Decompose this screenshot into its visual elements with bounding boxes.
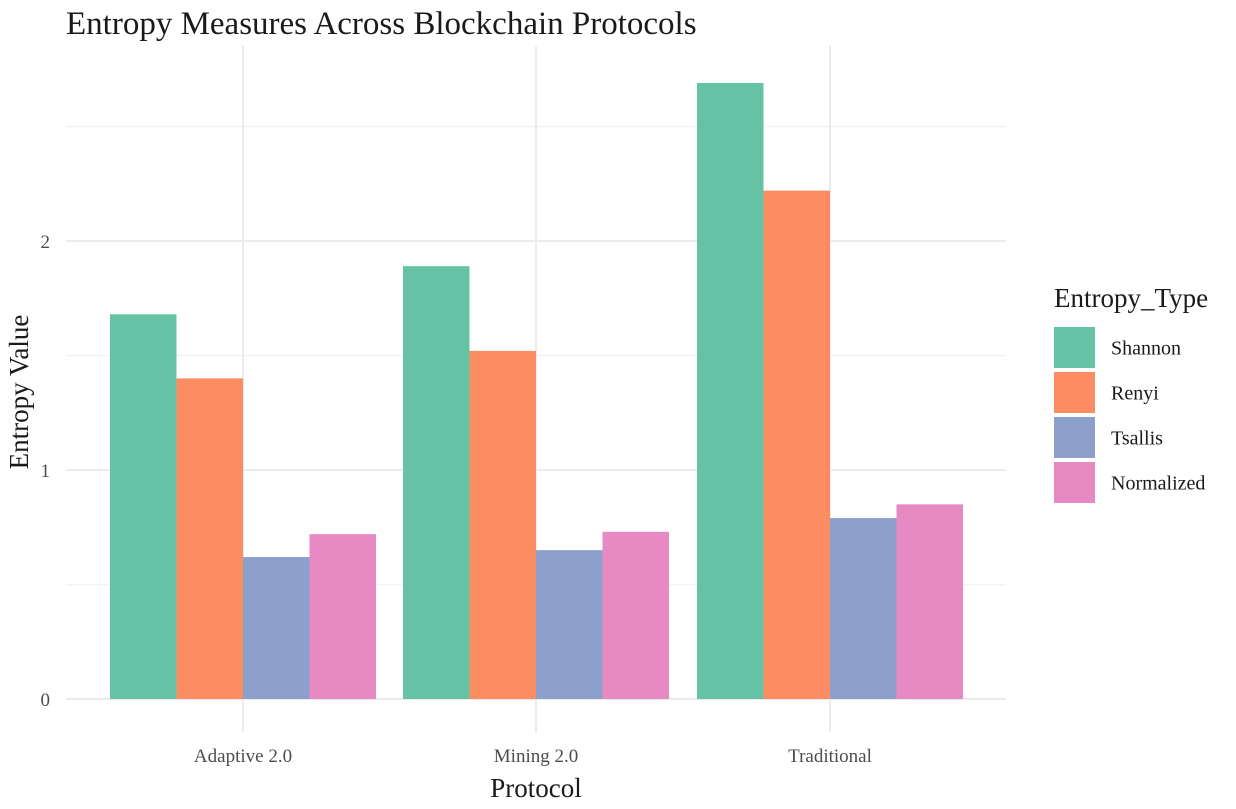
bar-tsallis-2 xyxy=(830,518,897,699)
y-axis-title: Entropy Value xyxy=(4,315,34,470)
x-axis-title: Protocol xyxy=(490,773,582,803)
legend-label-tsallis: Tsallis xyxy=(1111,428,1163,450)
legend-label-normalized: Normalized xyxy=(1111,473,1205,495)
y-tick-label: 0 xyxy=(41,690,51,711)
x-tick-label: Traditional xyxy=(788,746,872,767)
y-tick-label: 1 xyxy=(41,461,51,482)
bar-shannon-1 xyxy=(403,266,470,699)
bar-renyi-2 xyxy=(763,190,830,699)
legend-key-renyi xyxy=(1054,372,1095,413)
bar-normalized-2 xyxy=(896,504,963,699)
legend-title: Entropy_Type xyxy=(1054,283,1208,313)
bar-renyi-0 xyxy=(176,378,243,699)
x-tick-label: Adaptive 2.0 xyxy=(194,746,292,767)
bar-tsallis-1 xyxy=(536,550,603,699)
x-axis-ticks: Adaptive 2.0 Mining 2.0 Traditional xyxy=(194,746,872,767)
legend-label-shannon: Shannon xyxy=(1111,338,1181,360)
legend-key-shannon xyxy=(1054,327,1095,368)
bar-normalized-1 xyxy=(602,531,669,699)
x-tick-label: Mining 2.0 xyxy=(494,746,578,767)
bar-shannon-2 xyxy=(697,82,764,700)
bars xyxy=(110,82,963,700)
legend-key-normalized xyxy=(1054,462,1095,503)
chart-title: Entropy Measures Across Blockchain Proto… xyxy=(66,6,697,42)
legend: Entropy_Type Shannon Renyi Tsallis Normaliz… xyxy=(1054,283,1208,503)
bar-shannon-0 xyxy=(110,314,177,699)
legend-key-tsallis xyxy=(1054,417,1095,458)
bar-tsallis-0 xyxy=(243,557,310,699)
bar-normalized-0 xyxy=(309,534,376,699)
legend-label-renyi: Renyi xyxy=(1111,383,1159,405)
y-axis-ticks: 0 1 2 xyxy=(41,232,51,711)
legend-items: Shannon Renyi Tsallis Normalized xyxy=(1054,327,1205,503)
bar-renyi-1 xyxy=(469,350,536,699)
y-tick-label: 2 xyxy=(41,232,51,253)
